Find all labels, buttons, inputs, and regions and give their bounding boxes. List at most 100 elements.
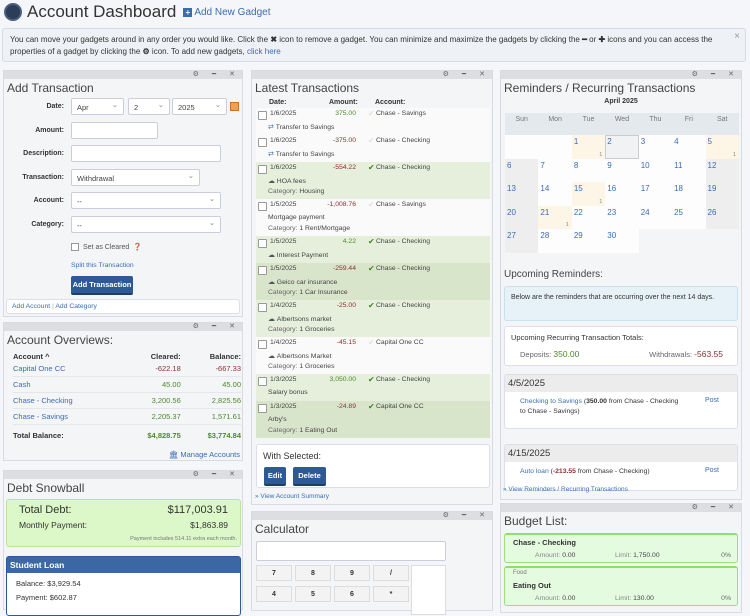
post-reminder-link[interactable]: Post xyxy=(704,397,719,404)
close-icon[interactable]: ✕ xyxy=(229,323,235,330)
transaction-row[interactable]: 1/5/2025 4.22 ✔ Chase - Checking ☁ Interest P… xyxy=(256,236,490,263)
close-icon[interactable]: ✕ xyxy=(479,512,485,519)
calendar-day[interactable]: 20 xyxy=(505,205,539,229)
calendar-day[interactable]: 4 xyxy=(672,135,706,159)
calendar-day[interactable]: 7 xyxy=(538,158,572,182)
row-checkbox[interactable] xyxy=(258,239,267,248)
calendar-day[interactable]: 17 xyxy=(638,182,673,206)
calendar-day[interactable]: 26 xyxy=(705,205,739,229)
calendar-day[interactable]: 21 1 xyxy=(538,205,572,229)
minimize-icon[interactable]: ━ xyxy=(211,71,217,78)
cleared-check-icon[interactable]: ✔ xyxy=(368,200,375,209)
cleared-check-icon[interactable]: ✔ xyxy=(368,375,375,384)
account-name-link[interactable]: Cash xyxy=(13,376,121,393)
amount-input[interactable] xyxy=(71,122,158,139)
calculator-display[interactable] xyxy=(256,541,446,561)
day-select[interactable]: 2 xyxy=(128,98,170,115)
account-select[interactable]: -- xyxy=(71,192,221,209)
gear-icon[interactable]: ⚙ xyxy=(192,323,199,330)
transaction-type-select[interactable]: Withdrawal xyxy=(71,169,200,186)
split-transaction-link[interactable]: Split this Transaction xyxy=(71,262,134,269)
transaction-row[interactable]: 1/4/2025 -45.15 ✔ Capital One CC ☁ Albertsons… xyxy=(256,337,490,374)
add-category-link[interactable]: Add Category xyxy=(55,303,97,310)
transaction-row[interactable]: 1/6/2025 -554.22 ✔ Chase - Checking ☁ HOA fee… xyxy=(256,162,490,199)
calendar-icon[interactable] xyxy=(230,102,239,111)
row-checkbox[interactable] xyxy=(258,404,267,413)
transaction-row[interactable]: 1/5/2025 -1,008.76 ✔ Chase - Savings Mortgag… xyxy=(256,199,490,236)
account-name-link[interactable]: Chase - Checking xyxy=(13,392,121,409)
calculator-key[interactable]: 9 xyxy=(334,565,370,581)
cleared-check-icon[interactable]: ✔ xyxy=(368,338,375,347)
calendar-day[interactable]: 12 xyxy=(705,158,739,182)
post-reminder-link[interactable]: Post xyxy=(704,467,719,474)
sort-account-header[interactable]: Account ^ xyxy=(13,352,50,361)
calendar-day[interactable]: 11 xyxy=(672,158,706,182)
calendar-day[interactable]: 3 xyxy=(638,135,673,159)
cleared-check-icon[interactable]: ✔ xyxy=(368,402,375,411)
cleared-check-icon[interactable]: ✔ xyxy=(368,264,375,273)
calendar-day[interactable]: 25 xyxy=(672,205,706,229)
calculator-equals-key[interactable] xyxy=(411,565,446,615)
calendar-day[interactable]: 10 xyxy=(638,158,673,182)
gear-icon[interactable]: ⚙ xyxy=(691,71,698,78)
minimize-icon[interactable]: ━ xyxy=(710,71,716,78)
budget-item[interactable]: Chase - Checking Amount: 0.00 Limit: 1,750… xyxy=(504,533,738,563)
calculator-key[interactable]: 6 xyxy=(334,586,370,602)
calendar-day[interactable]: 6 xyxy=(505,158,539,182)
description-input[interactable] xyxy=(71,145,221,162)
close-icon[interactable]: ✕ xyxy=(229,71,235,78)
category-select[interactable]: -- xyxy=(71,216,221,233)
budget-item[interactable]: Food Eating Out Amount: 0.00 Limit: 130.00 0… xyxy=(504,566,738,606)
year-select[interactable]: 2025 xyxy=(172,98,227,115)
minimize-icon[interactable]: ━ xyxy=(710,504,716,511)
calendar-day[interactable]: 19 xyxy=(705,182,739,206)
calculator-key[interactable]: 8 xyxy=(295,565,331,581)
close-icon[interactable]: ✕ xyxy=(229,471,235,478)
delete-button[interactable]: Delete xyxy=(293,467,326,486)
reminder-link[interactable]: Auto loan xyxy=(520,468,549,475)
cleared-check-icon[interactable]: ✔ xyxy=(368,136,375,145)
row-checkbox[interactable] xyxy=(258,165,267,174)
manage-accounts-link[interactable]: 🏛 Manage Accounts xyxy=(169,450,240,459)
calculator-key[interactable]: * xyxy=(373,586,409,602)
month-select[interactable]: Apr xyxy=(71,98,124,115)
calendar-day[interactable]: 27 xyxy=(505,229,539,253)
view-account-summary-link[interactable]: » View Account Summary xyxy=(255,493,329,500)
calculator-key[interactable]: 7 xyxy=(256,565,292,581)
cleared-check-icon[interactable]: ✔ xyxy=(368,163,375,172)
calendar-day[interactable]: 30 xyxy=(605,229,639,253)
help-icon[interactable]: ❓ xyxy=(133,244,143,251)
row-checkbox[interactable] xyxy=(258,111,267,120)
edit-button[interactable]: Edit xyxy=(264,467,286,486)
transaction-row[interactable]: 1/6/2025 -375.00 ✔ Chase - Checking ⇄ Transfe… xyxy=(256,135,490,162)
cleared-check-icon[interactable]: ✔ xyxy=(368,301,375,310)
calendar-day[interactable]: 29 xyxy=(571,229,606,253)
row-checkbox[interactable] xyxy=(258,138,267,147)
row-checkbox[interactable] xyxy=(258,266,267,275)
minimize-icon[interactable]: ━ xyxy=(211,323,217,330)
calendar-day[interactable]: 14 xyxy=(538,182,572,206)
transaction-row[interactable]: 1/5/2025 -259.44 ✔ Chase - Checking ☁ Geico c… xyxy=(256,263,490,300)
gear-icon[interactable]: ⚙ xyxy=(442,512,449,519)
add-transaction-button[interactable]: Add Transaction xyxy=(71,276,133,295)
minimize-icon[interactable]: ━ xyxy=(211,471,217,478)
calendar-day[interactable]: 8 xyxy=(571,158,606,182)
gear-icon[interactable]: ⚙ xyxy=(442,71,449,78)
minimize-icon[interactable]: ━ xyxy=(461,512,467,519)
calendar-day[interactable]: 18 xyxy=(672,182,706,206)
calendar-day[interactable]: 24 xyxy=(638,205,673,229)
calendar-day[interactable]: 13 xyxy=(505,182,539,206)
transaction-row[interactable]: 1/6/2025 375.00 ✔ Chase - Savings ⇄ Transfer … xyxy=(256,108,490,135)
click-here-link[interactable]: click here xyxy=(246,47,281,56)
cleared-check-icon[interactable]: ✔ xyxy=(368,109,375,118)
row-checkbox[interactable] xyxy=(258,340,267,349)
reminder-link[interactable]: Checking to Savings xyxy=(520,398,582,405)
transaction-row[interactable]: 1/3/2025 -24.89 ✔ Capital One CC Arby's Categ… xyxy=(256,401,490,438)
cleared-checkbox[interactable] xyxy=(71,243,79,251)
cleared-check-icon[interactable]: ✔ xyxy=(368,237,375,246)
gear-icon[interactable]: ⚙ xyxy=(192,71,199,78)
dismiss-alert-button[interactable]: × xyxy=(734,31,740,42)
calculator-key[interactable]: 5 xyxy=(295,586,331,602)
